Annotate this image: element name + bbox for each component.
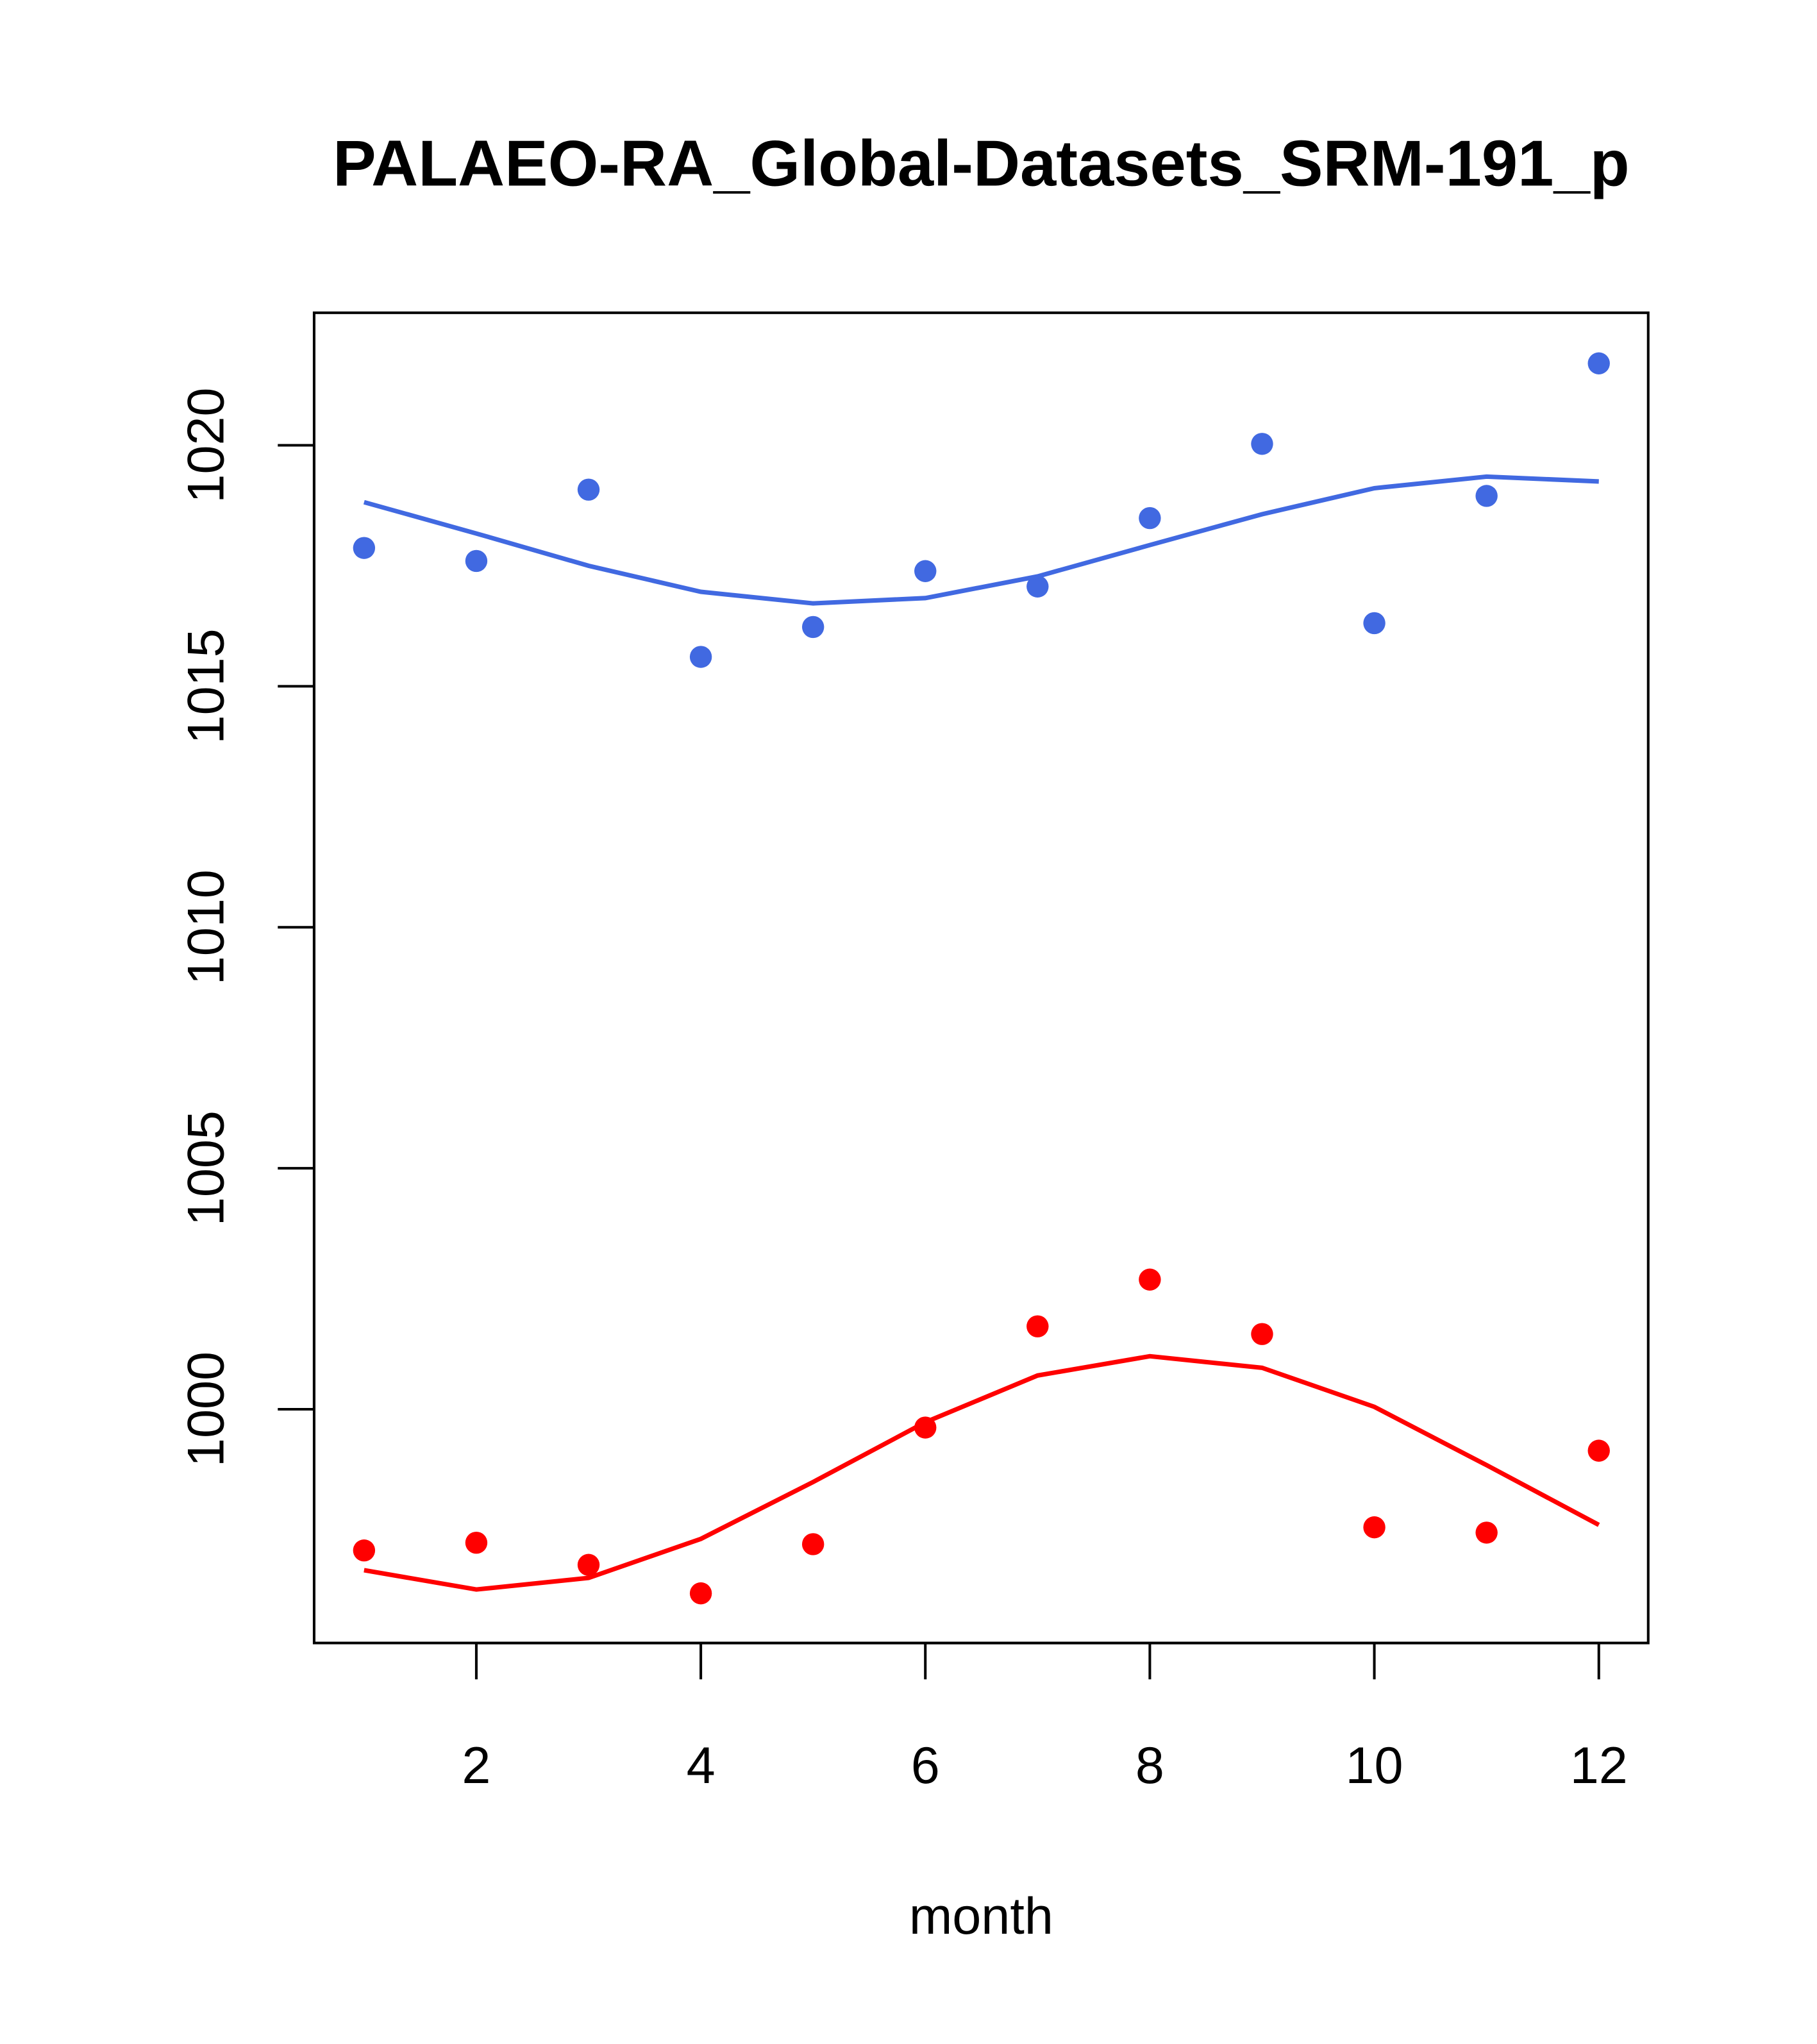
- y-tick-label: 1015: [177, 628, 235, 744]
- x-tick-label: 4: [687, 1737, 716, 1795]
- x-tick-label: 8: [1135, 1737, 1164, 1795]
- blue-points-point: [1475, 485, 1498, 507]
- blue-points-point: [353, 537, 376, 559]
- blue-points-point: [1026, 575, 1049, 598]
- blue-points-point: [689, 646, 712, 668]
- blue-points-point: [1363, 612, 1386, 635]
- y-tick-label: 1005: [177, 1110, 235, 1226]
- x-axis: 2 4 6 8 10 12: [462, 1641, 1628, 1795]
- y-tick-label: 1020: [177, 387, 235, 503]
- red-points-point: [1139, 1268, 1161, 1291]
- chart-title: PALAEO-RA_Global-Datasets_SRM-191_p: [333, 127, 1629, 199]
- y-tick-label: 1000: [177, 1352, 235, 1467]
- x-tick-label: 2: [462, 1737, 490, 1795]
- y-axis: 1000 1005 1010 1015 1020: [177, 387, 315, 1467]
- blue-points-point: [1251, 433, 1273, 455]
- red-points-point: [577, 1554, 600, 1576]
- red-points-point: [1587, 1439, 1610, 1462]
- blue-points-point: [1587, 352, 1610, 374]
- x-tick-label: 6: [911, 1737, 940, 1795]
- x-tick-label: 12: [1570, 1737, 1628, 1795]
- blue-points-point: [801, 616, 825, 639]
- red-points-point: [465, 1531, 488, 1554]
- blue-smooth-line: [363, 474, 1599, 606]
- red-points-point: [1251, 1323, 1273, 1345]
- plot-marks: [353, 352, 1610, 1605]
- red-points-point: [1475, 1521, 1498, 1544]
- red-points-point: [1026, 1315, 1049, 1337]
- blue-points-point: [1139, 507, 1161, 530]
- red-points-point: [353, 1539, 376, 1562]
- blue-points-point: [577, 478, 600, 501]
- x-axis-label: month: [909, 1888, 1053, 1945]
- red-points-point: [689, 1582, 712, 1605]
- red-points-point: [801, 1533, 825, 1555]
- blue-points-point: [914, 560, 937, 582]
- x-tick-label: 10: [1346, 1737, 1403, 1795]
- y-tick-label: 1010: [177, 869, 235, 985]
- blue-points-point: [465, 549, 488, 573]
- red-points-point: [1363, 1516, 1386, 1539]
- red-smooth-line: [364, 1353, 1600, 1592]
